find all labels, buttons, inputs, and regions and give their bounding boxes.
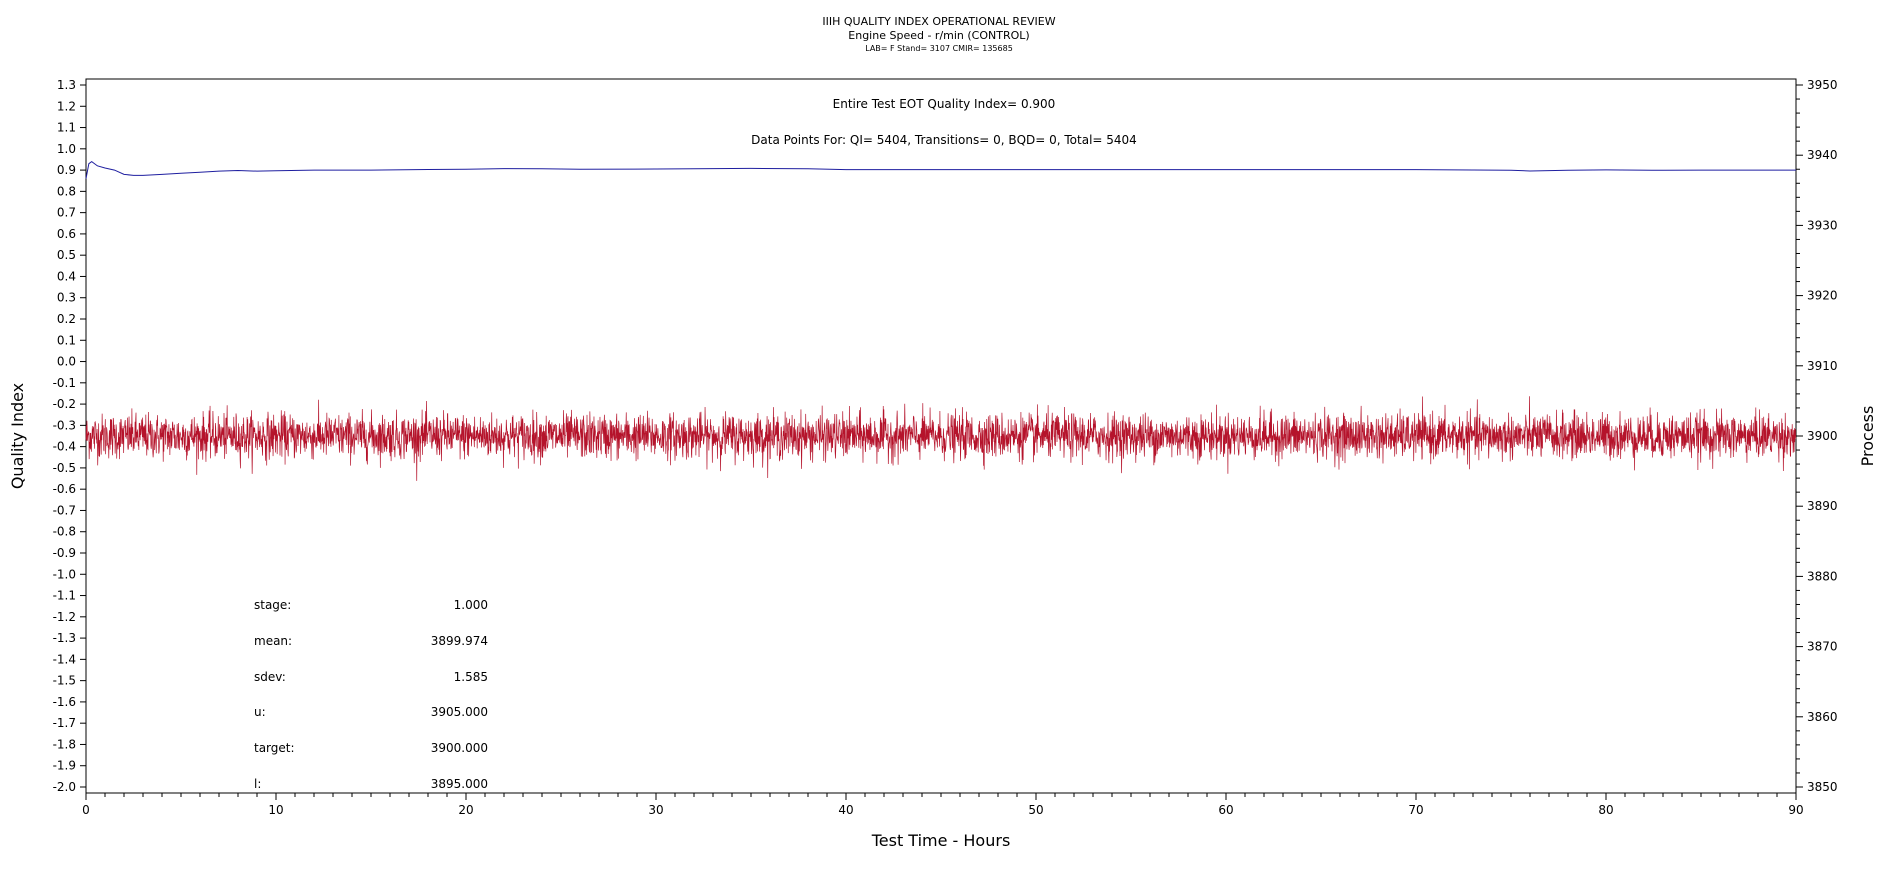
x-axis-title: Test Time - Hours (871, 831, 1011, 850)
y2-tick-label-1: 3940 (1807, 148, 1838, 162)
y-tick-label-7: 0.6 (57, 227, 76, 241)
chart-subsubtitle: LAB= F Stand= 3107 CMIR= 135685 (865, 44, 1013, 53)
stat-target-label: target: (254, 741, 295, 755)
stat-upper-label: u: (254, 705, 266, 719)
x-tick-label-2: 20 (458, 803, 473, 817)
x-axis: 0 10 20 30 40 50 60 70 80 90 (82, 793, 1804, 817)
y-tick-label-4: 0.9 (57, 163, 76, 177)
quality-index-series (85, 160, 1796, 179)
y-tick-label-3: 1.0 (57, 142, 76, 156)
x-tick-label-9: 90 (1788, 803, 1803, 817)
y-tick-label-33: -2.0 (53, 780, 76, 794)
y-tick-label-25: -1.2 (53, 610, 76, 624)
y-axis-title: Quality Index (8, 383, 27, 489)
x-tick-label-6: 60 (1218, 803, 1233, 817)
stat-stage-value: 1.000 (454, 598, 488, 612)
y-tick-label-29: -1.6 (53, 695, 76, 709)
y-tick-label-17: -0.4 (53, 440, 76, 454)
y2-tick-label-6: 3890 (1807, 499, 1838, 513)
y-tick-label-19: -0.6 (53, 482, 76, 496)
stat-stage-label: stage: (254, 598, 291, 612)
y-tick-label-10: 0.3 (57, 291, 76, 305)
y-tick-label-32: -1.9 (53, 759, 76, 773)
y-tick-label-23: -1.0 (53, 567, 76, 581)
y-tick-label-21: -0.8 (53, 525, 76, 539)
left-axis: 1.3 1.2 1.1 1.0 0.9 0.8 0.7 0.6 0.5 0.4 0.3 0.2 0.1 0… (53, 78, 86, 794)
quality-index-line (85, 160, 1796, 179)
stat-sdev-value: 1.585 (454, 670, 488, 684)
y2-tick-label-3: 3920 (1807, 289, 1838, 303)
x-tick-label-1: 10 (268, 803, 283, 817)
right-axis: 3950 3940 3930 3920 3910 3900 3890 3880 3870 3860… (1796, 78, 1838, 794)
y2-tick-label-8: 3870 (1807, 640, 1838, 654)
y-tick-label-14: -0.1 (53, 376, 76, 390)
stat-upper-value: 3905.000 (431, 705, 488, 719)
quality-index-annotation: Entire Test EOT Quality Index= 0.900 (833, 97, 1056, 111)
y-tick-label-15: -0.2 (53, 397, 76, 411)
y-tick-label-11: 0.2 (57, 312, 76, 326)
process-series (85, 396, 1797, 481)
y-tick-label-22: -0.9 (53, 546, 76, 560)
y-tick-label-5: 0.8 (57, 184, 76, 198)
stat-lower-value: 3895.000 (431, 777, 488, 791)
y-tick-label-28: -1.5 (53, 674, 76, 688)
stat-target-value: 3900.000 (431, 741, 488, 755)
y-tick-label-31: -1.8 (53, 737, 76, 751)
stat-sdev-label: sdev: (254, 670, 286, 684)
stat-mean-label: mean: (254, 634, 292, 648)
y-tick-label-1: 1.2 (57, 99, 76, 113)
y-tick-label-30: -1.7 (53, 716, 76, 730)
y-tick-label-18: -0.5 (53, 461, 76, 475)
x-tick-label-8: 80 (1598, 803, 1613, 817)
y2-tick-label-4: 3910 (1807, 359, 1838, 373)
y2-tick-label-9: 3860 (1807, 710, 1838, 724)
y2-tick-label-2: 3930 (1807, 218, 1838, 232)
x-tick-label-5: 50 (1028, 803, 1043, 817)
y2-tick-label-5: 3900 (1807, 429, 1838, 443)
y-tick-label-27: -1.4 (53, 652, 76, 666)
data-points-annotation: Data Points For: QI= 5404, Transitions= … (751, 133, 1137, 147)
y2-tick-label-0: 3950 (1807, 78, 1838, 92)
y-tick-label-16: -0.3 (53, 418, 76, 432)
y-tick-label-0: 1.3 (57, 78, 76, 92)
stat-lower-label: l: (254, 777, 261, 791)
chart-subtitle: Engine Speed - r/min (CONTROL) (848, 29, 1029, 42)
x-tick-label-4: 40 (838, 803, 853, 817)
y2-axis-title: Process (1858, 406, 1877, 467)
y-tick-label-26: -1.3 (53, 631, 76, 645)
y-tick-label-24: -1.1 (53, 589, 76, 603)
y2-tick-label-7: 3880 (1807, 569, 1838, 583)
y-tick-label-6: 0.7 (57, 206, 76, 220)
stat-mean-value: 3899.974 (431, 634, 488, 648)
chart-title: IIIH QUALITY INDEX OPERATIONAL REVIEW (822, 15, 1055, 28)
y-tick-label-12: 0.1 (57, 333, 76, 347)
x-tick-label-3: 30 (648, 803, 663, 817)
stats-block: stage: 1.000 mean: 3899.974 sdev: 1.585 … (254, 598, 488, 791)
x-tick-label-7: 70 (1408, 803, 1423, 817)
y-tick-label-2: 1.1 (57, 121, 76, 135)
y-tick-label-20: -0.7 (53, 503, 76, 517)
process-line (85, 396, 1797, 481)
y-tick-label-8: 0.5 (57, 248, 76, 262)
y2-tick-label-10: 3850 (1807, 780, 1838, 794)
y-tick-label-9: 0.4 (57, 269, 76, 283)
x-tick-label-0: 0 (82, 803, 90, 817)
y-tick-label-13: 0.0 (57, 355, 76, 369)
